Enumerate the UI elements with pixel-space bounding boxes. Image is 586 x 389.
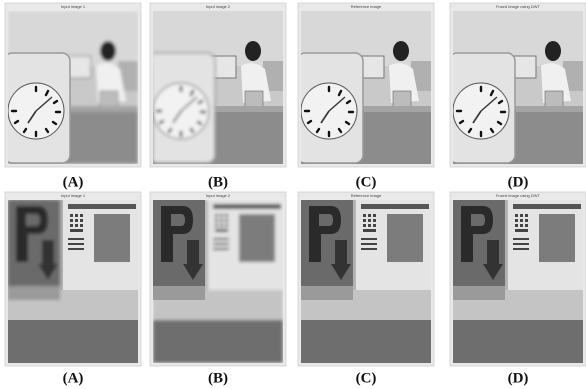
panel: Input image 2 (B)	[150, 192, 286, 386]
panel-grid: Input image 1 (A) Input image 2 (B) Referenc…	[4, 3, 586, 386]
panel-image	[8, 200, 138, 363]
panel-image	[449, 11, 583, 164]
panel-label: (C)	[356, 370, 377, 386]
panel-label: (B)	[208, 174, 228, 190]
panel: Fused image using DWT (D)	[450, 192, 586, 386]
panel-image	[301, 200, 431, 363]
panel-title: Input image 2	[206, 193, 231, 198]
panel-image	[153, 200, 283, 363]
panel-title: Reference image	[351, 4, 382, 9]
panel: Input image 2 (B)	[149, 3, 286, 190]
panel-label: (A)	[63, 174, 84, 190]
panel-title: Input image 1	[61, 4, 86, 9]
panel-image	[149, 11, 283, 164]
panel: Input image 1 (A)	[4, 3, 141, 190]
panel-title: Input image 2	[206, 4, 231, 9]
panel-label: (B)	[208, 370, 228, 386]
panel: Reference image (C)	[297, 3, 434, 190]
panel-label: (A)	[63, 370, 84, 386]
panel-title: Reference image	[351, 193, 382, 198]
panel-title: Fused image using DWT	[496, 193, 541, 198]
panel: Input image 1 (A)	[5, 192, 141, 386]
panel-title: Input image 1	[61, 193, 86, 198]
panel-label: (C)	[356, 174, 377, 190]
figure: Input image 1 (A) Input image 2 (B) Referenc…	[0, 0, 586, 389]
panel-image	[453, 200, 583, 363]
panel: Fused image using DWT (D)	[449, 3, 586, 190]
panel-image	[4, 11, 138, 164]
panel-title: Fused image using DWT	[496, 4, 541, 9]
panel-image	[297, 11, 431, 164]
panel: Reference image (C)	[298, 192, 434, 386]
panel-label: (D)	[508, 370, 529, 386]
panel-label: (D)	[508, 174, 529, 190]
